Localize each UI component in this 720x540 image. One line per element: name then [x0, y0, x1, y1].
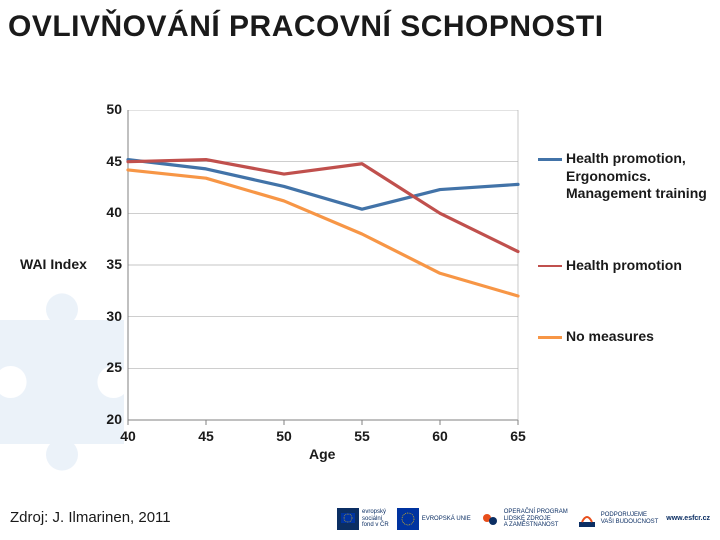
- y-tick-label: 25: [96, 359, 122, 375]
- wai-line-chart: [18, 110, 528, 460]
- legend-item: No measures: [538, 328, 713, 346]
- legend-label: Health promotion, Ergonomics. Management…: [566, 150, 713, 203]
- footer-url: www.esfcr.cz: [666, 515, 710, 523]
- x-axis-title: Age: [309, 446, 335, 462]
- x-tick-label: 50: [269, 428, 299, 444]
- legend-swatch: [538, 158, 562, 161]
- x-tick-label: 60: [425, 428, 455, 444]
- y-tick-label: 45: [96, 153, 122, 169]
- y-tick-label: 50: [96, 101, 122, 117]
- legend-item: Health promotion: [538, 257, 713, 275]
- op-lzz-logo: OPERAČNÍ PROGRAM LIDSKÉ ZDROJE A ZAMĚSTN…: [479, 508, 568, 530]
- source-citation: Zdroj: J. Ilmarinen, 2011: [10, 509, 171, 526]
- y-tick-label: 40: [96, 204, 122, 220]
- x-tick-label: 45: [191, 428, 221, 444]
- legend-item: Health promotion, Ergonomics. Management…: [538, 150, 713, 203]
- legend-label: Health promotion: [566, 257, 682, 275]
- chart-legend: Health promotion, Ergonomics. Management…: [538, 150, 713, 400]
- legend-label: No measures: [566, 328, 654, 346]
- legend-swatch: [538, 336, 562, 339]
- footer-logos: evropský sociální fond v ČR EVROPSKÁ UNI…: [337, 508, 710, 530]
- y-tick-label: 35: [96, 256, 122, 272]
- x-tick-label: 65: [503, 428, 533, 444]
- y-axis-title: WAI Index: [20, 256, 87, 272]
- eu-logo-text: EVROPSKÁ UNIE: [422, 516, 471, 523]
- esf-logo-text: evropský sociální fond v ČR: [362, 509, 389, 529]
- legend-swatch: [538, 265, 562, 268]
- x-tick-label: 55: [347, 428, 377, 444]
- eu-logo: EVROPSKÁ UNIE: [397, 508, 471, 530]
- op-lzz-logo-text: OPERAČNÍ PROGRAM LIDSKÉ ZDROJE A ZAMĚSTN…: [504, 509, 568, 529]
- page-title: OVLIVŇOVÁNÍ PRACOVNÍ SCHOPNOSTI: [8, 10, 604, 44]
- y-tick-label: 20: [96, 411, 122, 427]
- x-tick-label: 40: [113, 428, 143, 444]
- esf-logo: evropský sociální fond v ČR: [337, 508, 389, 530]
- support-logo-text: PODPORUJEME VAŠI BUDOUCNOST: [601, 512, 659, 525]
- support-logo: PODPORUJEME VAŠI BUDOUCNOST: [576, 508, 659, 530]
- y-tick-label: 30: [96, 308, 122, 324]
